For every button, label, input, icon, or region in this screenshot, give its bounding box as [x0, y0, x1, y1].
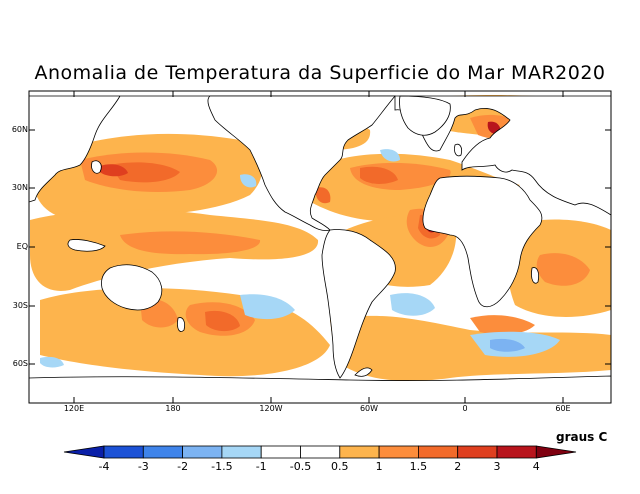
warm-core-south-atlantic [470, 315, 535, 335]
units-label: graus C [556, 430, 608, 444]
hot-spot-kuroshio [110, 162, 180, 183]
lon-label: 0 [462, 404, 468, 413]
colorbar-tick-label: 1 [375, 460, 383, 473]
lon-label: 120W [259, 404, 283, 413]
lon-label: 180 [165, 404, 181, 413]
colorbar-tick-label: -0.5 [289, 460, 312, 473]
colorbar [63, 445, 577, 459]
land-australia [101, 264, 163, 311]
warm-core-indian [536, 253, 590, 286]
land-south-america [321, 229, 396, 379]
colorbar-segment [260, 445, 301, 459]
lat-label: 30N [11, 183, 28, 192]
anomaly-field [30, 95, 611, 381]
cool-region-east-pacific [240, 294, 295, 320]
colorbar-arrow-right [535, 445, 577, 459]
colorbar-arrow-left [63, 445, 105, 459]
cool-region-southern-indian-core [490, 338, 525, 352]
hot-spot-gulf-mexico [315, 187, 331, 204]
colorbar-tick-label: -2 [177, 460, 189, 473]
warm-core-equatorial-pacific [120, 231, 261, 255]
lat-label: 30S [12, 301, 28, 310]
land-antarctica [29, 375, 611, 403]
cool-region-labrador [380, 149, 400, 162]
land-uk [454, 143, 463, 157]
lon-label: 60E [555, 404, 571, 413]
hot-spot-tasman [205, 310, 240, 332]
colorbar-segment [221, 445, 262, 459]
colorbar-tick-label: -4 [98, 460, 110, 473]
land-africa [422, 175, 543, 308]
hot-spot-atlantic-north [360, 166, 398, 184]
colorbar-segment [378, 445, 419, 459]
map-title: Anomalia de Temperatura da Superficie do… [34, 62, 606, 84]
continents [29, 95, 611, 403]
colorbar-tick-label: -1.5 [211, 460, 233, 473]
land-antarctic-peninsula [354, 367, 373, 377]
extreme-spot-japan [100, 164, 128, 177]
lon-label: 120E [63, 404, 85, 413]
colorbar-segment [457, 445, 498, 459]
land-north-america [207, 95, 396, 231]
lon-label: 60W [359, 404, 379, 413]
land-new-zealand [177, 317, 186, 332]
colorbar-tick-label: 2 [454, 460, 462, 473]
land-greenland [399, 95, 451, 136]
colorbar-tick-label: 3 [493, 460, 501, 473]
land-japan [91, 160, 102, 174]
land-eurasia [29, 95, 611, 216]
colorbar-tick-label: -1 [255, 460, 267, 473]
cool-region-southern-ocean [40, 356, 64, 368]
colorbar-tick-label: 4 [532, 460, 540, 473]
warm-region-southern-band [330, 315, 611, 381]
lat-label: 60N [11, 125, 28, 134]
lat-label: EQ [16, 242, 28, 251]
colorbar-segment [142, 445, 184, 459]
colorbar-tick-label: 1.5 [409, 460, 428, 473]
land-madagascar [531, 267, 540, 284]
land-indonesia [67, 239, 106, 252]
colorbar-segment [300, 445, 341, 459]
colorbar-segment [103, 445, 144, 459]
colorbar-segment [417, 445, 459, 459]
colorbar-segment [182, 445, 223, 459]
axis-ticks [29, 91, 611, 403]
cool-region-south-atlantic [390, 293, 435, 316]
colorbar-tick-label: 0.5 [331, 460, 349, 473]
colorbar-tick-label: -3 [137, 460, 149, 473]
lat-label: 60S [12, 359, 28, 368]
colorbar-segment [339, 445, 380, 459]
cool-region-north-pacific [240, 174, 257, 188]
colorbar-segment [496, 445, 537, 459]
